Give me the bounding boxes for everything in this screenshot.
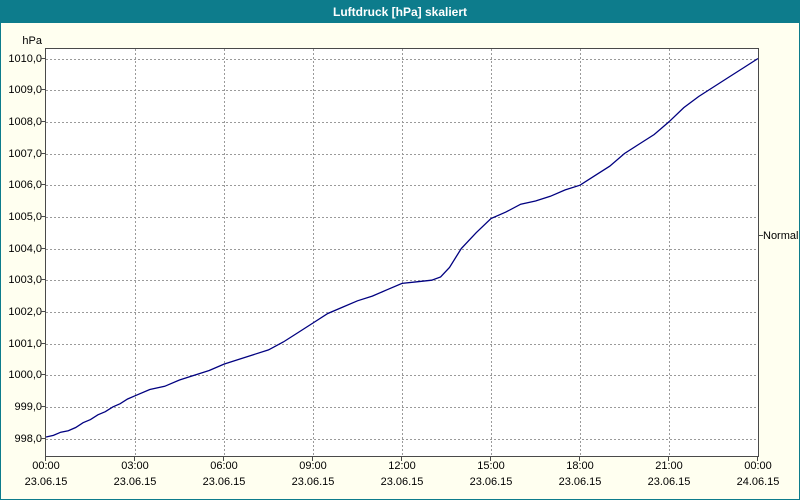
x-axis-time-label: 12:00	[388, 460, 416, 472]
y-axis-tick-mark	[41, 343, 45, 344]
y-axis-tick-label: 1004,0	[8, 242, 42, 255]
y-axis-tick-mark	[41, 216, 45, 217]
y-axis-tick-label: 1007,0	[8, 147, 42, 160]
x-axis-date-label: 23.06.15	[202, 476, 246, 488]
plot-area	[45, 48, 759, 457]
x-axis-date-label: 23.06.15	[647, 476, 691, 488]
y-axis-tick-label: 1006,0	[8, 179, 42, 192]
y-axis-tick-mark	[41, 121, 45, 122]
x-axis-date-label: 23.06.15	[113, 476, 157, 488]
y-axis-tick-mark	[41, 89, 45, 90]
y-axis-tick-mark	[41, 311, 45, 312]
y-axis-tick-mark	[41, 58, 45, 59]
x-axis-date-label: 23.06.15	[558, 476, 602, 488]
x-axis-time-label: 18:00	[566, 460, 594, 472]
x-axis-time-label: 00:00	[32, 460, 60, 472]
x-axis-tick-mark	[668, 457, 669, 461]
y-axis-tick-mark	[41, 374, 45, 375]
pressure-line-chart	[46, 49, 758, 456]
y-axis-tick-label: 1001,0	[8, 337, 42, 350]
x-axis-time-label: 21:00	[655, 460, 683, 472]
x-axis-tick-mark	[312, 457, 313, 461]
x-axis-time-label: 15:00	[477, 460, 505, 472]
x-axis-time-label: 00:00	[744, 460, 772, 472]
x-axis-tick-mark	[579, 457, 580, 461]
x-axis-time-label: 06:00	[210, 460, 238, 472]
y-axis-tick-label: 1005,0	[8, 210, 42, 223]
y-axis-unit-label: hPa	[22, 35, 42, 47]
x-axis-date-label: 23.06.15	[24, 476, 68, 488]
y-axis-tick-mark	[41, 406, 45, 407]
x-axis-tick-mark	[757, 457, 758, 461]
x-axis-date-label: 23.06.15	[469, 476, 513, 488]
y-axis-tick-mark	[41, 248, 45, 249]
normal-tick-mark	[759, 235, 763, 236]
y-axis-tick-label: 1000,0	[8, 369, 42, 382]
normal-annotation: Normal	[763, 229, 799, 242]
y-axis-tick-label: 1010,0	[8, 52, 42, 65]
y-axis-tick-label: 1009,0	[8, 84, 42, 97]
pressure-series-line	[46, 57, 758, 438]
x-axis-time-label: 03:00	[121, 460, 149, 472]
x-axis-tick-mark	[401, 457, 402, 461]
y-axis-tick-mark	[41, 438, 45, 439]
y-axis-tick-label: 1008,0	[8, 115, 42, 128]
window-title: Luftdruck [hPa] skaliert	[1, 1, 799, 23]
y-axis-tick-mark	[41, 184, 45, 185]
y-axis-tick-mark	[41, 279, 45, 280]
x-axis-date-label: 24.06.15	[736, 476, 780, 488]
y-axis-tick-label: 1003,0	[8, 274, 42, 287]
x-axis-time-label: 09:00	[299, 460, 327, 472]
x-axis-date-label: 23.06.15	[380, 476, 424, 488]
y-axis-tick-label: 998,0	[14, 432, 42, 445]
y-axis-tick-mark	[41, 153, 45, 154]
x-axis-tick-mark	[490, 457, 491, 461]
x-axis-tick-mark	[45, 457, 46, 461]
y-axis-tick-label: 999,0	[14, 400, 42, 413]
x-axis-tick-mark	[134, 457, 135, 461]
x-axis-tick-mark	[223, 457, 224, 461]
x-axis-date-label: 23.06.15	[291, 476, 335, 488]
y-axis-tick-label: 1002,0	[8, 305, 42, 318]
